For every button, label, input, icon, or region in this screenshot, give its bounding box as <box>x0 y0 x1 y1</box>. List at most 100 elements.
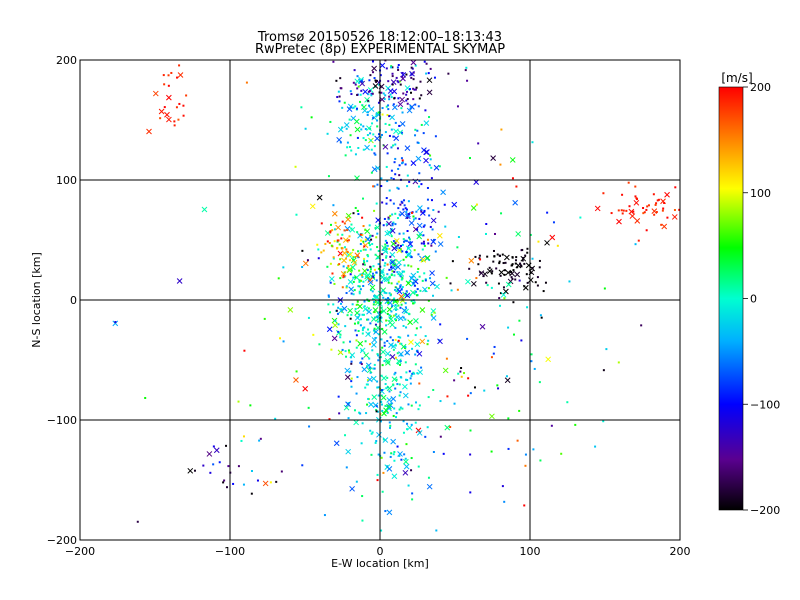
data-point-dot <box>385 197 388 200</box>
data-point-dot <box>329 311 332 314</box>
data-point-cross <box>391 473 398 480</box>
data-point-cross <box>489 413 495 420</box>
data-point-cross <box>503 288 509 295</box>
data-point-dot <box>511 264 514 267</box>
data-point-dot <box>397 97 400 100</box>
data-point-dot <box>301 249 304 252</box>
data-point-dot <box>397 339 400 342</box>
data-point-dot <box>483 389 486 392</box>
data-point-dot <box>420 123 423 126</box>
data-point-dot <box>359 412 362 415</box>
data-point-dot <box>357 329 360 332</box>
data-point-dot <box>395 378 398 381</box>
data-point-cross <box>326 326 333 333</box>
data-point-dot <box>310 116 313 119</box>
data-point-dot <box>413 88 416 91</box>
data-point-dot <box>343 246 346 249</box>
data-point-dot <box>503 269 506 272</box>
data-point-dot <box>356 93 359 96</box>
data-point-dot <box>411 492 414 495</box>
data-point-cross <box>403 308 409 315</box>
data-point-cross <box>371 114 378 121</box>
data-point-dot <box>337 330 340 333</box>
data-point-dot <box>394 338 397 341</box>
data-point-cross <box>444 424 451 431</box>
data-point-dot <box>407 403 410 406</box>
data-point-dot <box>385 319 388 322</box>
data-point-dot <box>375 296 378 299</box>
data-point-dot <box>389 426 392 429</box>
data-point-cross <box>386 385 393 392</box>
data-point-dot <box>429 277 432 280</box>
data-point-dot <box>406 379 409 382</box>
data-point-dot <box>339 141 342 144</box>
data-point-dot <box>418 382 421 385</box>
data-point-dot <box>399 80 402 83</box>
data-point-dot <box>386 340 389 343</box>
data-point-dot <box>307 316 310 319</box>
data-point-dot <box>526 306 529 309</box>
data-point-cross <box>404 292 411 299</box>
data-point-dot <box>369 132 372 135</box>
data-point-dot <box>397 273 400 276</box>
data-point-dot <box>498 304 501 307</box>
data-point-dot <box>379 356 382 359</box>
data-point-dot <box>377 101 380 104</box>
data-point-dot <box>385 223 388 226</box>
data-point-dot <box>363 261 366 264</box>
data-point-dot <box>453 379 456 382</box>
data-point-dot <box>645 229 648 232</box>
data-point-dot <box>460 375 463 378</box>
data-point-dot <box>282 340 285 343</box>
data-point-dot <box>414 128 417 131</box>
data-point-dot <box>435 529 438 532</box>
data-point-dot <box>362 280 365 283</box>
data-point-dot <box>415 210 418 213</box>
data-point-dot <box>380 403 383 406</box>
data-point-cross <box>440 189 446 196</box>
data-point-dot <box>279 337 282 340</box>
data-point-dot <box>410 457 413 460</box>
data-point-dot <box>404 378 407 381</box>
data-point-cross <box>398 351 404 357</box>
data-point-dot <box>380 529 383 532</box>
data-point-dot <box>390 228 393 231</box>
data-point-dot <box>389 424 392 427</box>
data-point-dot <box>403 453 406 456</box>
data-point-dot <box>552 221 555 224</box>
data-point-cross <box>437 232 443 239</box>
data-point-dot <box>295 213 298 216</box>
data-point-dot <box>358 285 361 288</box>
data-point-dot <box>377 83 380 86</box>
data-point-dot <box>456 105 459 108</box>
data-point-dot <box>505 375 508 378</box>
data-point-cross <box>426 483 433 490</box>
data-point-dot <box>398 213 401 216</box>
data-point-dot <box>404 318 407 321</box>
data-point-dot <box>349 317 352 320</box>
data-point-dot <box>410 404 413 407</box>
data-point-dot <box>376 119 379 122</box>
data-point-dot <box>397 244 400 247</box>
data-point-dot <box>417 253 420 256</box>
data-point-dot <box>387 104 390 107</box>
data-point-dot <box>602 369 605 372</box>
data-point-cross <box>386 405 392 412</box>
data-point-dot <box>363 259 366 262</box>
data-point-dot <box>401 270 404 273</box>
data-point-dot <box>493 255 496 258</box>
data-point-dot <box>512 301 515 304</box>
data-point-dot <box>377 410 380 413</box>
data-point-dot <box>397 187 400 190</box>
data-point-dot <box>474 255 477 258</box>
data-point-dot <box>538 266 541 269</box>
data-point-dot <box>507 447 510 450</box>
data-point-dot <box>349 340 352 343</box>
data-point-dot <box>524 464 527 467</box>
data-point-dot <box>392 453 395 456</box>
data-point-dot <box>393 318 396 321</box>
data-point-cross <box>374 165 381 172</box>
data-point-dot <box>364 238 367 241</box>
data-point-dot <box>394 157 397 160</box>
data-point-cross <box>396 259 402 266</box>
